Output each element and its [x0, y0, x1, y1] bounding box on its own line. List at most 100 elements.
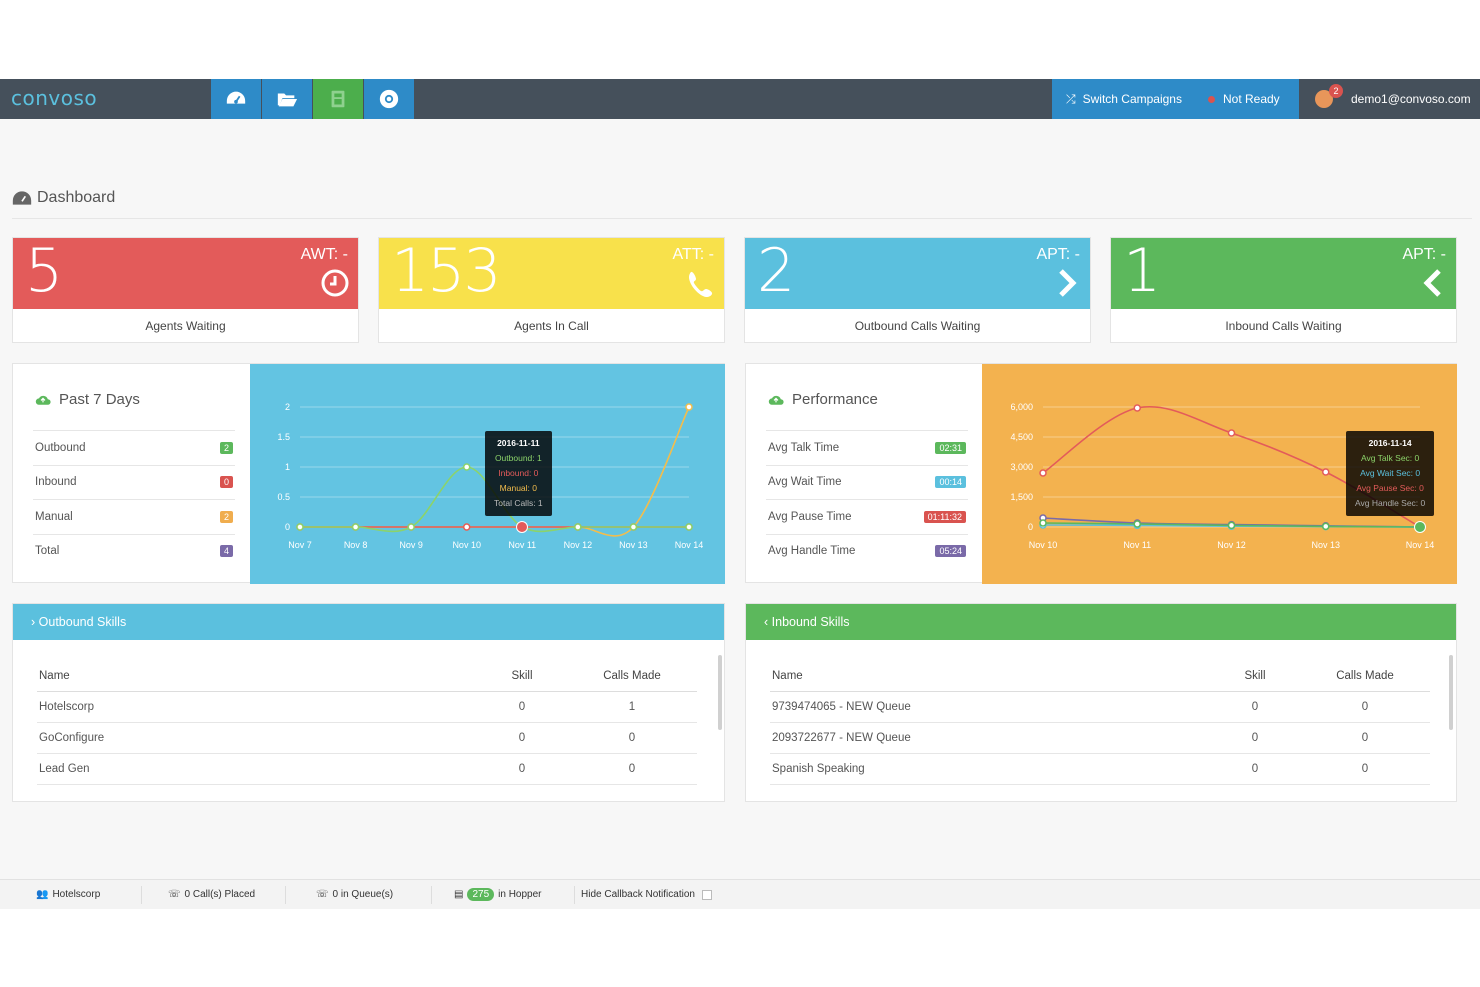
table-cell: 0 [1361, 763, 1369, 775]
data-point [1039, 469, 1047, 477]
x-tick-label: Nov 13 [619, 540, 648, 550]
table-cell: 0 [1251, 732, 1259, 744]
table-row[interactable]: Hotelscorp 0 1 [37, 692, 697, 723]
data-point [574, 523, 582, 531]
phone-icon: ☏ [316, 889, 329, 900]
inbound-skills-table: Name Skill Calls Made 9739474065 - NEW Queu… [770, 661, 1430, 785]
stat-value: 153 [391, 236, 502, 306]
x-tick-label: Nov 9 [399, 540, 423, 550]
data-point [1227, 521, 1236, 530]
chevron-right-icon [1059, 269, 1077, 297]
data-point [1133, 404, 1141, 412]
table-row[interactable]: Spanish Speaking 0 0 [770, 754, 1430, 785]
y-tick-label: 4,500 [1010, 432, 1033, 442]
chevron-left-icon [1423, 269, 1441, 297]
stat-outbound-waiting: 2 APT: - Outbound Calls Waiting [744, 236, 1091, 343]
table-cell: 0 [1361, 732, 1369, 744]
column-header: Name [39, 670, 70, 682]
x-tick-label: Nov 8 [344, 540, 368, 550]
logo[interactable]: convoso [11, 86, 98, 110]
y-tick-label: 0.5 [277, 492, 290, 502]
data-point [296, 523, 304, 531]
cloud-icon [35, 395, 51, 405]
footer-campaign: 👥 Hotelscorp [36, 889, 101, 900]
data-point [1322, 522, 1330, 531]
column-header: Skill [511, 670, 533, 682]
tooltip-title: 2016-11-11 [497, 438, 540, 448]
y-tick-label: 1,500 [1010, 492, 1033, 502]
stat-agents-in-call: 153 ATT: - Agents In Call [378, 236, 725, 343]
past-7-days-label: Outbound [35, 441, 86, 454]
performance-label: Avg Talk Time [768, 441, 840, 454]
notification-badge[interactable]: 2 [1329, 84, 1343, 98]
nav-files-button[interactable] [262, 79, 312, 119]
divider [574, 885, 575, 904]
data-point [1322, 468, 1330, 476]
table-row[interactable]: 2093722677 - NEW Queue 0 0 [770, 723, 1430, 754]
data-point [1039, 519, 1047, 527]
x-tick-label: Nov 7 [288, 540, 312, 550]
inbound-skills-header[interactable]: ‹ Inbound Skills [746, 604, 1456, 640]
nav-dashboard-button[interactable] [211, 79, 261, 119]
past-7-days-row: Outbound 2 [33, 430, 235, 465]
line-chart: 0 0.5 1 1.5 2 Nov 7 Nov 8 Nov 9 Nov 10 Nov 11 Nov … [277, 402, 703, 550]
scrollbar[interactable] [1449, 655, 1453, 730]
data-point [351, 523, 360, 531]
past-7-days-row: Manual 2 [33, 499, 235, 534]
column-header: Name [772, 670, 803, 682]
data-point [462, 523, 471, 531]
tooltip-line: Avg Wait Sec: 0 [1360, 468, 1421, 478]
table-cell: 0 [1361, 701, 1369, 713]
table-cell: GoConfigure [39, 732, 105, 744]
users-icon: 👥 [36, 889, 49, 900]
cloud-icon [768, 395, 784, 405]
table-row[interactable]: Lead Gen 0 0 [37, 754, 697, 785]
stat-value: 5 [25, 236, 63, 306]
y-tick-label: 6,000 [1010, 402, 1033, 412]
data-point [685, 403, 693, 411]
stat-label: APT: - [1402, 246, 1446, 263]
performance-label: Avg Wait Time [768, 476, 842, 489]
stat-label: ATT: - [672, 246, 714, 263]
past-7-days-label: Inbound [35, 476, 77, 489]
past-7-days-badge: 4 [219, 545, 233, 558]
outbound-skills-panel: › Outbound Skills Name Skill Calls Made Hot… [12, 603, 725, 802]
switch-campaigns-button[interactable]: ⤮ Switch Campaigns [1066, 91, 1182, 107]
outbound-skills-header[interactable]: › Outbound Skills [13, 604, 724, 640]
agent-status-toggle[interactable]: Not Ready [1207, 92, 1280, 106]
table-cell: 0 [518, 732, 526, 744]
clock-icon [321, 269, 349, 297]
hide-callback-checkbox[interactable] [701, 889, 712, 900]
top-navbar: convoso ⤮ Switch Campaigns Not Ready 2 d… [0, 79, 1480, 119]
table-cell: 2093722677 - NEW Queue [772, 732, 911, 744]
y-tick-label: 0 [285, 522, 290, 532]
y-tick-label: 1.5 [277, 432, 290, 442]
table-cell: 0 [518, 701, 526, 713]
user-menu[interactable]: 2 demo1@convoso.com [1299, 79, 1480, 119]
nav-support-button[interactable] [364, 79, 414, 119]
x-tick-label: Nov 10 [1029, 540, 1058, 550]
stat-caption: Outbound Calls Waiting [854, 319, 981, 333]
table-cell: 9739474065 - NEW Queue [772, 701, 911, 713]
scrollbar[interactable] [718, 655, 722, 730]
divider [12, 218, 1472, 219]
data-point [1227, 429, 1236, 437]
past-7-days-panel: Past 7 Days Outbound 2 Inbound 0 Manual 2 Tota… [12, 363, 725, 584]
table-cell: Spanish Speaking [772, 763, 865, 775]
table-cell: Lead Gen [39, 763, 90, 775]
column-header: Skill [1244, 670, 1266, 682]
divider [141, 885, 142, 904]
data-point [685, 523, 693, 531]
performance-list: Avg Talk Time 02:31 Avg Wait Time 00:14 Avg … [766, 430, 968, 568]
table-row[interactable]: 9739474065 - NEW Queue 0 0 [770, 692, 1430, 723]
dashboard-icon [12, 191, 32, 205]
phone-icon: ☏ [168, 889, 181, 900]
past-7-days-badge: 2 [219, 441, 233, 454]
stat-caption: Agents Waiting [145, 319, 226, 333]
chevron-right-icon: › [31, 615, 36, 629]
status-dot-icon [1207, 95, 1215, 103]
table-row[interactable]: GoConfigure 0 0 [37, 723, 697, 754]
column-header: Calls Made [603, 670, 661, 682]
y-tick-label: 3,000 [1010, 462, 1033, 472]
nav-phone-button[interactable] [313, 79, 363, 119]
